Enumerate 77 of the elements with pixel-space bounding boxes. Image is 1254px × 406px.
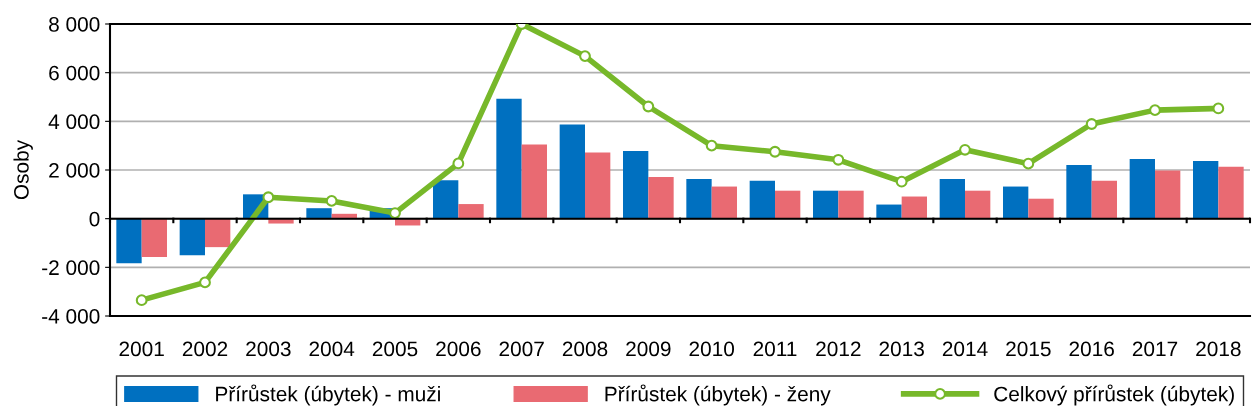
x-tick-label: 2015 — [1006, 341, 1051, 357]
x-tick-label: 2016 — [1069, 341, 1114, 357]
bar — [711, 186, 737, 219]
legend-label: Přírůstek (úbytek) - muži — [216, 384, 440, 406]
bar — [623, 151, 649, 219]
bar — [458, 204, 484, 219]
bar — [876, 204, 902, 219]
point — [262, 191, 275, 204]
bar — [775, 190, 801, 219]
point — [769, 145, 781, 158]
bar — [939, 179, 965, 219]
point — [1212, 102, 1225, 115]
x-tick-label: 2012 — [816, 341, 861, 357]
x-tick-label: 2002 — [182, 341, 228, 357]
y-tick-label: 8 000 — [49, 17, 100, 32]
x-tick-label: 2001 — [119, 341, 164, 357]
bar — [585, 152, 611, 219]
bar — [648, 177, 674, 219]
bar — [141, 218, 167, 258]
legend-label: Přírůstek (úbytek) - ženy — [605, 384, 831, 406]
bar — [306, 208, 332, 219]
bar — [1193, 161, 1219, 219]
bar — [1003, 186, 1029, 219]
y-tick-label: -2 000 — [42, 260, 100, 276]
bar — [1218, 166, 1244, 219]
x-tick-label: 2005 — [372, 341, 418, 357]
x-tick-label: 2008 — [562, 341, 608, 357]
bar — [749, 180, 775, 219]
bar — [179, 218, 205, 256]
bar — [433, 180, 459, 219]
point — [199, 276, 211, 289]
x-tick-label: 2010 — [689, 341, 735, 357]
y-tick-label: 4 000 — [48, 114, 100, 130]
bar — [1066, 164, 1092, 219]
x-tick-label: 2011 — [753, 341, 797, 357]
y-tick-label: 2 000 — [49, 163, 100, 178]
x-tick-label: 2003 — [246, 341, 291, 357]
y-tick-label: 6 000 — [49, 65, 100, 81]
point — [389, 207, 401, 219]
bar — [1091, 180, 1117, 219]
x-tick-label: 2009 — [626, 341, 671, 357]
x-tick-label: 2017 — [1132, 341, 1178, 357]
bar — [813, 190, 839, 219]
y-tick-label: 0 — [89, 211, 100, 227]
x-tick-label: 2013 — [879, 341, 924, 357]
bar — [1028, 198, 1054, 219]
point — [1149, 104, 1161, 117]
bar — [838, 190, 864, 219]
bar — [521, 144, 547, 219]
point — [452, 157, 465, 170]
bar — [901, 196, 927, 219]
point — [642, 100, 655, 113]
bar — [116, 218, 142, 264]
point — [325, 195, 338, 207]
point — [959, 143, 971, 156]
bar — [1129, 159, 1155, 219]
point — [1085, 118, 1098, 130]
x-tick-label: 2004 — [309, 341, 355, 357]
x-tick-label: 2018 — [1196, 341, 1241, 357]
bar — [496, 98, 522, 219]
point — [705, 139, 718, 152]
point — [579, 50, 591, 63]
y-tick-label: -4 000 — [42, 309, 100, 324]
bar — [686, 179, 712, 219]
point — [135, 294, 148, 307]
bar — [1155, 170, 1181, 219]
bar — [205, 218, 231, 248]
point — [832, 153, 845, 166]
legend-label: Celkový přírůstek (úbytek) — [994, 384, 1234, 406]
bar — [965, 190, 991, 219]
point — [895, 175, 908, 188]
bar — [559, 124, 585, 219]
x-tick-label: 2007 — [499, 341, 544, 357]
point — [1022, 157, 1035, 170]
y-axis-title: Osoby — [13, 139, 33, 200]
x-tick-label: 2014 — [942, 341, 988, 357]
x-tick-label: 2006 — [436, 341, 481, 357]
